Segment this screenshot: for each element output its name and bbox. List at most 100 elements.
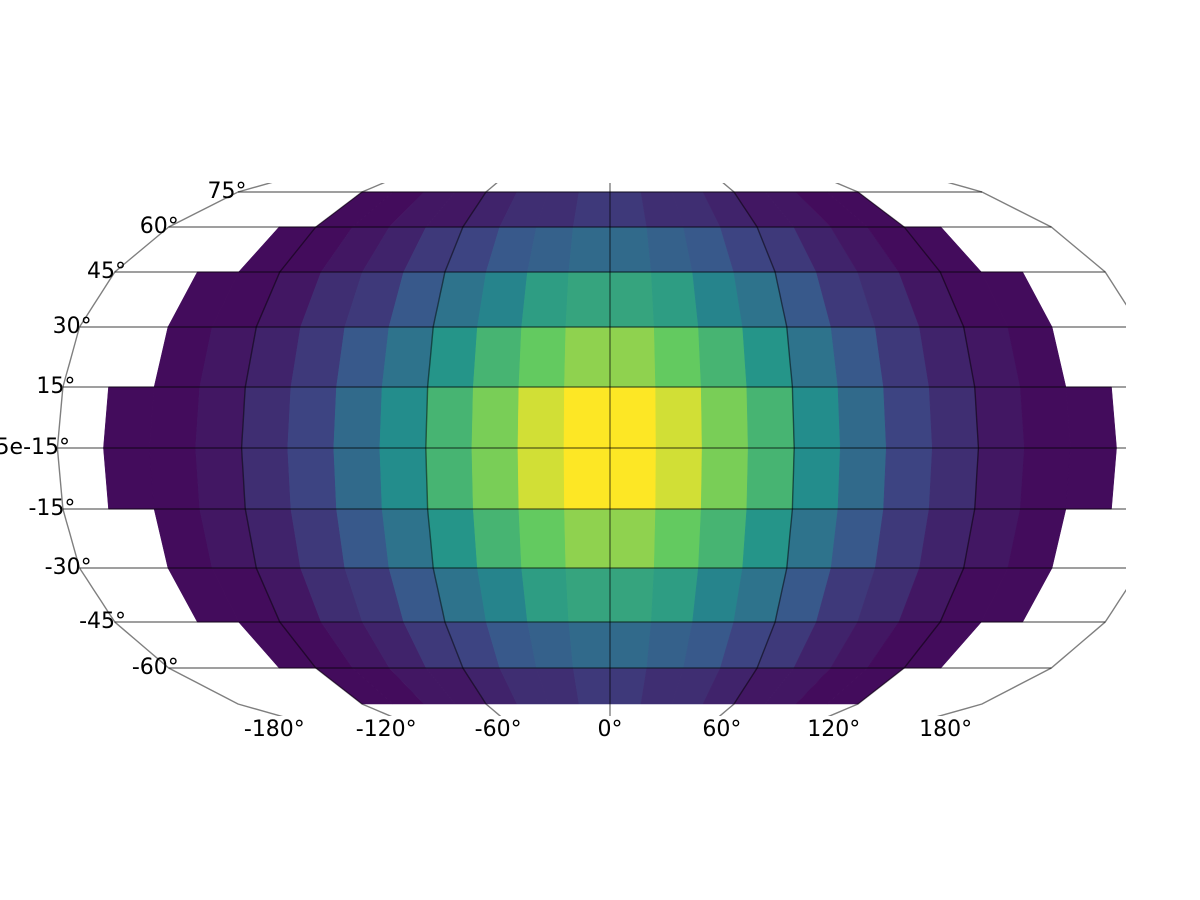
heat-cell <box>698 508 748 569</box>
y-tick-label: -45° <box>79 609 126 634</box>
heat-cell <box>951 192 1051 227</box>
heat-cell <box>928 386 979 449</box>
heat-cell <box>521 271 569 328</box>
heat-cell <box>1020 447 1071 510</box>
heat-cell <box>698 326 748 388</box>
graticule <box>56 183 1126 716</box>
heat-cell <box>149 386 200 449</box>
heat-cell <box>978 622 1064 668</box>
heat-cell <box>472 326 522 388</box>
heat-cell <box>837 447 887 510</box>
heat-cell <box>1020 386 1071 449</box>
heat-cell <box>830 508 884 569</box>
heat-cell <box>742 326 793 388</box>
heat-cell <box>974 447 1025 510</box>
heat-cell <box>563 447 611 510</box>
heat-cell <box>883 386 933 449</box>
heat-cell <box>568 621 611 669</box>
heat-cell <box>518 326 567 388</box>
heat-cell <box>1111 448 1162 509</box>
heat-cell <box>920 192 1015 227</box>
heat-cell <box>609 326 656 388</box>
heat-cell <box>1111 387 1162 448</box>
y-tick-label: 30° <box>53 314 92 339</box>
heat-cell <box>169 668 269 704</box>
heat-cell <box>609 621 652 669</box>
heat-cell <box>149 447 200 510</box>
heat-cell <box>565 271 611 328</box>
heat-cell <box>572 191 611 228</box>
heat-cell <box>883 447 933 510</box>
heat-cell <box>655 447 703 510</box>
heat-cell <box>565 567 611 623</box>
heat-cell <box>287 386 337 449</box>
y-tick-label: 15° <box>36 374 75 399</box>
heat-cell <box>1064 272 1141 327</box>
heat-cell <box>381 508 434 569</box>
heat-cell <box>609 447 657 510</box>
heat-cell <box>563 386 611 449</box>
x-tick-label: 60° <box>702 717 741 742</box>
heat-cell <box>792 447 841 510</box>
heat-cell <box>837 386 887 449</box>
heat-cell <box>103 386 155 449</box>
heat-cell <box>336 326 390 388</box>
heat-cell <box>471 386 520 449</box>
heat-cell <box>609 226 652 273</box>
heat-cell <box>1065 386 1117 449</box>
heat-cell <box>920 668 1015 704</box>
heat-cell <box>951 668 1051 704</box>
heat-cell <box>568 226 611 273</box>
y-tick-label: 75° <box>207 179 246 204</box>
heat-cell <box>242 668 331 704</box>
heat-cell <box>792 386 841 449</box>
heat-cell <box>974 386 1025 449</box>
x-tick-label: -60° <box>475 717 522 742</box>
heat-cell <box>889 668 978 704</box>
y-tick-label: -7.25e-15° <box>0 435 70 460</box>
heat-cell <box>653 326 702 388</box>
heat-cell <box>653 508 702 569</box>
heat-cell <box>889 192 978 227</box>
heat-cell <box>290 326 346 388</box>
heat-cell <box>786 508 839 569</box>
heat-cell <box>195 447 246 510</box>
heat-cell <box>195 386 246 449</box>
y-tick-label: -60° <box>132 655 179 680</box>
heat-cell <box>379 386 428 449</box>
heat-cell <box>700 447 749 510</box>
y-tick-label: -15° <box>28 496 75 521</box>
heat-cell <box>609 667 648 705</box>
heat-cell <box>609 191 648 228</box>
heat-cell <box>609 271 655 328</box>
heat-cell <box>471 447 520 510</box>
heat-cell <box>517 447 565 510</box>
heat-cell <box>1064 568 1141 622</box>
x-tick-label: -180° <box>244 717 305 742</box>
heat-cell <box>830 326 884 388</box>
heat-cell <box>242 192 331 227</box>
heat-cell <box>477 567 528 623</box>
heat-cell <box>742 508 793 569</box>
heat-cell <box>287 447 337 510</box>
x-tick-label: 0° <box>598 717 623 742</box>
heat-cell <box>655 386 703 449</box>
heat-cell <box>521 567 569 623</box>
heat-cell <box>609 508 656 569</box>
heat-cell <box>425 447 474 510</box>
x-tick-label: 180° <box>919 717 972 742</box>
heat-cell <box>564 326 611 388</box>
heat-cell <box>425 386 474 449</box>
heat-cell <box>609 386 657 449</box>
x-tick-label: -120° <box>356 717 417 742</box>
tick-labels: -60°-45°-30°-15°-7.25e-15°15°30°45°60°75… <box>0 179 972 742</box>
heat-cell <box>241 447 292 510</box>
heat-cell <box>786 326 839 388</box>
heat-cell <box>290 508 346 569</box>
heat-cell <box>477 271 528 328</box>
heat-cell <box>1096 509 1157 568</box>
x-tick-label: 120° <box>807 717 860 742</box>
y-tick-label: -30° <box>45 555 92 580</box>
heat-cell <box>1096 327 1157 387</box>
